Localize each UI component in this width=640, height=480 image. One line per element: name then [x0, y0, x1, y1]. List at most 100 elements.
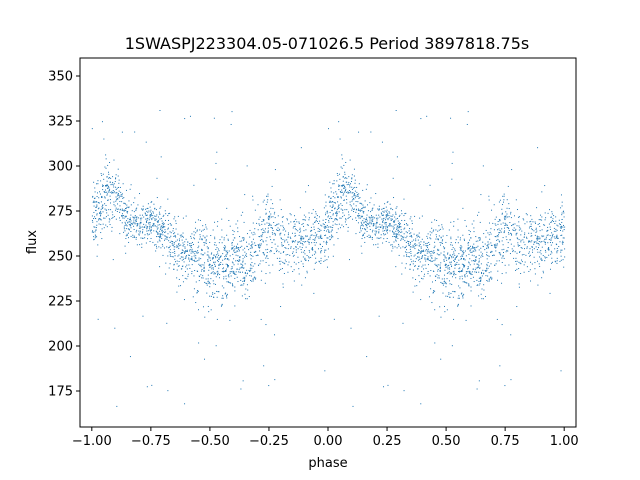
data-point	[213, 255, 215, 257]
data-point	[200, 264, 202, 266]
data-point	[314, 216, 316, 218]
data-point	[152, 223, 154, 225]
data-point	[366, 214, 368, 216]
data-point	[244, 263, 246, 265]
data-point	[326, 226, 328, 228]
data-point	[103, 138, 105, 140]
data-point	[391, 215, 393, 217]
data-point	[226, 297, 228, 299]
data-point	[162, 224, 164, 226]
data-point	[149, 226, 151, 228]
data-point	[194, 257, 196, 259]
data-point	[295, 246, 297, 248]
data-point	[178, 285, 180, 287]
data-point	[199, 229, 201, 231]
data-point	[123, 197, 125, 199]
data-point	[311, 212, 313, 214]
data-point	[236, 250, 238, 252]
data-point	[271, 185, 273, 187]
data-point	[532, 249, 534, 251]
data-point	[436, 219, 438, 221]
data-point	[195, 232, 197, 234]
data-point	[500, 254, 502, 256]
data-point	[230, 123, 232, 125]
data-point	[419, 251, 421, 253]
data-point	[328, 231, 330, 233]
data-point	[536, 238, 538, 240]
data-point	[166, 322, 168, 324]
data-point	[214, 263, 216, 265]
data-point	[449, 255, 451, 257]
data-point	[201, 254, 203, 256]
data-point	[428, 250, 430, 252]
data-point	[176, 260, 178, 262]
data-point	[93, 218, 95, 220]
data-point	[480, 256, 482, 258]
data-point	[464, 274, 466, 276]
data-point	[401, 273, 403, 275]
data-point	[315, 252, 317, 254]
data-point	[167, 219, 169, 221]
data-point	[405, 223, 407, 225]
data-point	[164, 231, 166, 233]
data-point	[250, 275, 252, 277]
data-point	[164, 226, 166, 228]
data-point	[556, 260, 558, 262]
data-point	[169, 212, 171, 214]
data-point	[358, 215, 360, 217]
data-point	[331, 229, 333, 231]
data-point	[538, 247, 539, 249]
data-point	[434, 263, 436, 265]
data-point	[244, 247, 246, 249]
data-point	[515, 234, 517, 236]
data-point	[402, 238, 404, 240]
data-point	[518, 268, 520, 270]
data-point	[182, 236, 184, 238]
data-point	[185, 215, 187, 217]
data-point	[448, 264, 450, 266]
data-point	[134, 215, 136, 217]
data-point	[420, 247, 422, 249]
data-point	[449, 296, 451, 298]
data-point	[539, 225, 541, 227]
data-point	[518, 229, 520, 231]
data-point	[270, 224, 272, 226]
data-point	[463, 238, 465, 240]
data-point	[489, 231, 491, 233]
data-point	[249, 247, 251, 249]
data-point	[263, 229, 265, 231]
data-point	[192, 296, 194, 298]
data-point	[508, 228, 510, 230]
data-point	[227, 251, 229, 253]
data-point	[510, 334, 512, 336]
data-point	[383, 207, 385, 209]
data-point	[425, 245, 427, 247]
data-point	[501, 261, 503, 263]
data-point	[210, 235, 212, 237]
data-point	[417, 252, 419, 254]
data-point	[408, 230, 410, 232]
data-point	[100, 224, 102, 226]
data-point	[396, 225, 398, 227]
data-point	[507, 242, 509, 244]
data-point	[551, 262, 553, 264]
data-point	[448, 293, 450, 295]
data-point	[242, 280, 244, 282]
data-point	[551, 232, 553, 234]
data-point	[304, 277, 306, 279]
data-point	[271, 247, 273, 248]
data-point	[540, 241, 542, 243]
data-point	[210, 253, 212, 255]
data-point	[174, 258, 176, 260]
data-point	[107, 164, 109, 166]
data-point	[121, 195, 123, 197]
data-point	[446, 309, 448, 311]
data-point	[268, 216, 270, 218]
data-point	[385, 215, 387, 217]
data-point	[187, 244, 189, 246]
data-point	[286, 218, 288, 220]
data-point	[239, 236, 241, 238]
data-point	[475, 240, 477, 242]
data-point	[216, 251, 218, 253]
data-point	[308, 219, 310, 221]
